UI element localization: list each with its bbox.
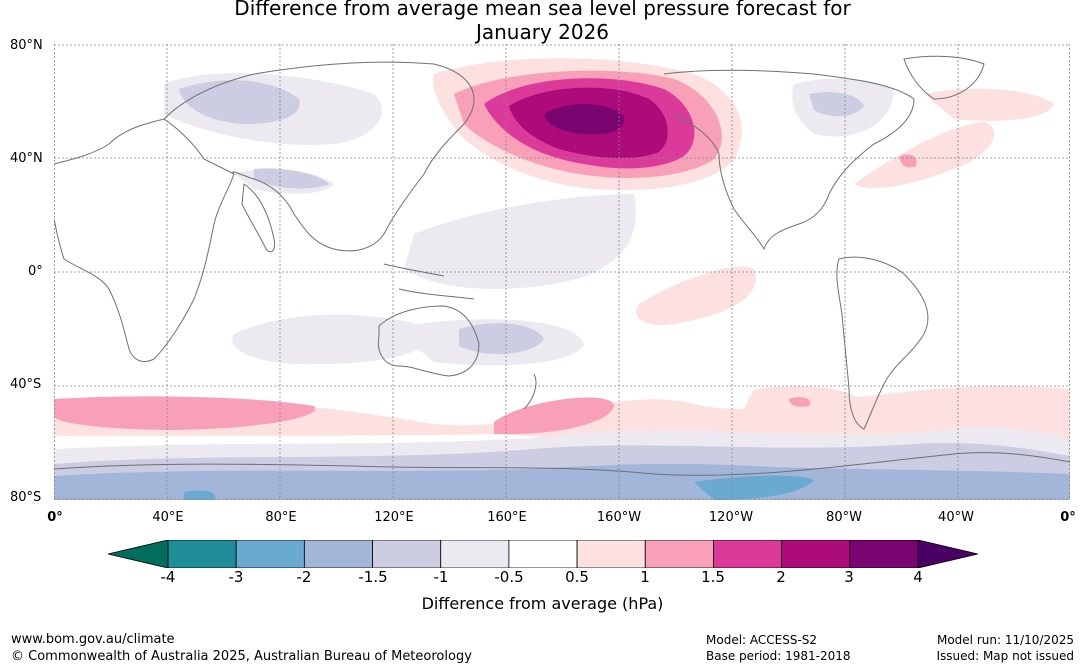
- region-southern-pink-2: [494, 397, 614, 435]
- coast-greenland: [903, 55, 985, 100]
- coast-south-america: [836, 256, 929, 430]
- colorbar-bin: [167, 539, 237, 569]
- colorbar-tick: 1.5: [701, 568, 725, 586]
- colorbar-bin: [303, 539, 373, 569]
- base-period-text: Base period: 1981-2018: [706, 649, 851, 663]
- region-canada-low: [809, 92, 864, 117]
- anomaly-map: [53, 44, 1071, 500]
- lat-label-80s: 80°S: [10, 490, 42, 505]
- model-text: Model: ACCESS-S2: [706, 633, 818, 647]
- coast-asia: [163, 61, 475, 252]
- colorbar-tick: -1.5: [358, 568, 388, 586]
- colorbar-tick: -2: [296, 568, 312, 586]
- graticule: [54, 44, 1070, 500]
- colorbar-bin: [781, 539, 851, 569]
- region-eastern-pacific-pink: [635, 266, 756, 326]
- title-line-1: Difference from average mean sea level p…: [234, 0, 851, 20]
- colorbar-tick: -3: [228, 568, 244, 586]
- region-southern-pink-1: [54, 396, 316, 430]
- lon-label-120e: 120°E: [374, 510, 414, 525]
- copyright-text: © Commonwealth of Australia 2025, Austra…: [11, 649, 472, 664]
- lon-label-160e: 160°E: [487, 510, 527, 525]
- map-title: Difference from average mean sea level p…: [0, 0, 1085, 44]
- lon-label-80e: 80°E: [265, 510, 297, 525]
- website-text: www.bom.gov.au/climate: [11, 632, 175, 647]
- colorbar-tick: 3: [844, 568, 854, 586]
- coast-antarctica: [53, 452, 1071, 476]
- footer-model-info: Model: ACCESS-S2 Base period: 1981-2018: [706, 632, 851, 664]
- coast-australia: [377, 305, 480, 377]
- lon-label-0-right: 0°: [1060, 510, 1076, 525]
- lat-label-40s: 40°S: [10, 377, 42, 392]
- colorbar-bin: [372, 539, 442, 569]
- region-siberia-low: [179, 80, 300, 124]
- colorbar-bin: [440, 539, 510, 569]
- map-svg: [53, 44, 1071, 500]
- lon-label-40w: 40°W: [938, 510, 974, 525]
- footer-left: www.bom.gov.au/climate © Commonwealth of…: [11, 631, 472, 665]
- coast-india: [241, 183, 275, 253]
- colorbar-tick: 0.5: [565, 568, 589, 586]
- colorbar-bin: [508, 539, 578, 569]
- colorbar-tick: 1: [640, 568, 650, 586]
- lon-label-40e: 40°E: [152, 510, 184, 525]
- colorbar-bin: [235, 539, 305, 569]
- colorbar: [107, 539, 979, 569]
- lat-label-40n: 40°N: [10, 151, 43, 166]
- lon-label-0-left: 0°: [47, 510, 63, 525]
- colorbar-bin: [849, 539, 919, 569]
- footer-run-info: Model run: 11/10/2025 Issued: Map not is…: [936, 632, 1074, 664]
- lon-label-160w: 160°W: [596, 510, 642, 525]
- region-tropical-lavender: [404, 194, 636, 289]
- colorbar-tick: -0.5: [494, 568, 524, 586]
- coast-africa-europe: [53, 118, 235, 362]
- colorbar-title: Difference from average (hPa): [421, 594, 664, 613]
- region-north-atlantic-high: [854, 122, 994, 189]
- lat-label-0: 0°: [28, 264, 43, 279]
- lat-label-80n: 80°N: [10, 38, 43, 53]
- colorbar-arrow-min: [107, 539, 169, 569]
- colorbar-tick: 4: [913, 568, 923, 586]
- colorbar-tick: -1: [433, 568, 449, 586]
- colorbar-svg: [107, 539, 979, 569]
- anomaly-shading: [54, 58, 1070, 500]
- coast-north-america: [663, 69, 915, 251]
- title-line-2: January 2026: [475, 20, 610, 44]
- colorbar-arrow-max: [917, 539, 979, 569]
- issued-text: Issued: Map not issued: [936, 649, 1074, 663]
- colorbar-bin: [576, 539, 646, 569]
- coastlines: [53, 55, 1071, 476]
- lon-label-120w: 120°W: [708, 510, 754, 525]
- colorbar-bin: [644, 539, 714, 569]
- colorbar-tick: 2: [776, 568, 786, 586]
- model-run-text: Model run: 11/10/2025: [936, 633, 1074, 647]
- lon-label-80w: 80°W: [826, 510, 862, 525]
- colorbar-bin: [713, 539, 783, 569]
- colorbar-tick: -4: [160, 568, 176, 586]
